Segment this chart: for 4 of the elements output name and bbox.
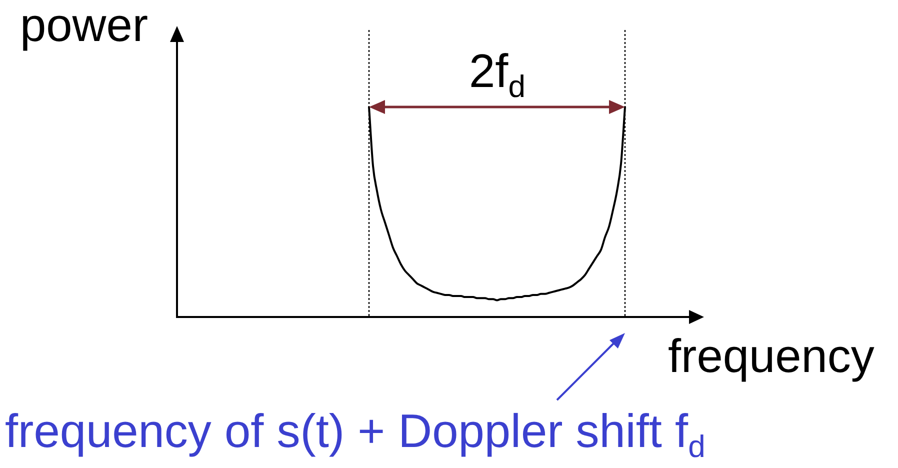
- text: frequency of s(t) + Doppler shift f$_{d}$: [5, 404, 706, 464]
- text: 2f$_{d}$: [469, 44, 526, 104]
- y-axis-title: power: [20, 0, 148, 51]
- x-axis-title: frequency: [668, 329, 874, 382]
